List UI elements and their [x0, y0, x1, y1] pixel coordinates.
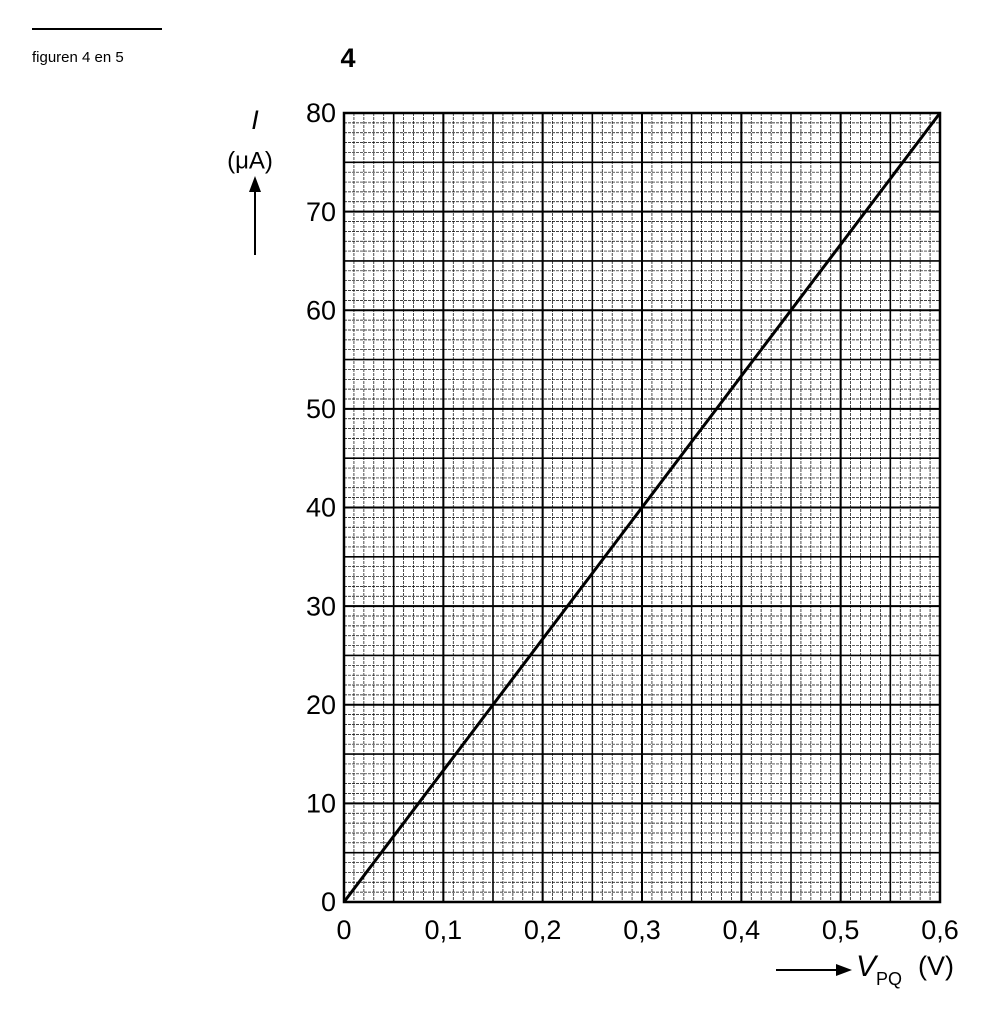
x-axis-symbol: V	[856, 950, 879, 983]
y-tick-label: 80	[306, 98, 336, 128]
y-tick-label: 30	[306, 591, 336, 621]
y-tick-label: 70	[306, 197, 336, 227]
x-tick-label: 0	[336, 915, 351, 945]
y-tick-label: 40	[306, 493, 336, 523]
x-tick-label: 0,1	[425, 915, 463, 945]
y-tick-label: 60	[306, 295, 336, 325]
y-axis-unit: (μA)	[227, 147, 273, 174]
x-axis-unit: (V)	[918, 951, 954, 981]
data-line	[342, 112, 942, 903]
y-axis-arrowhead	[249, 176, 261, 192]
y-tick-label: 20	[306, 690, 336, 720]
y-tick-label: 10	[306, 789, 336, 819]
x-tick-label: 0,4	[723, 915, 761, 945]
y-tick-label: 0	[321, 887, 336, 917]
x-axis-arrowhead	[836, 964, 852, 976]
x-tick-label: 0,5	[822, 915, 860, 945]
x-axis-subscript: PQ	[876, 969, 902, 989]
figure-number: 4	[340, 43, 355, 73]
plot-frame	[342, 111, 942, 904]
caption: figuren 4 en 5	[32, 49, 124, 66]
x-tick-label: 0,6	[921, 915, 959, 945]
x-tick-label: 0,2	[524, 915, 562, 945]
y-tick-label: 50	[306, 394, 336, 424]
x-tick-label: 0,3	[623, 915, 661, 945]
y-axis-symbol: I	[251, 105, 259, 135]
